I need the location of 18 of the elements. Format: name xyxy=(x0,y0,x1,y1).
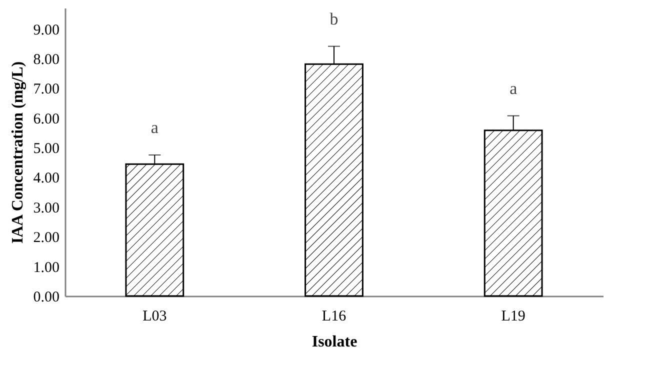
y-tick-label: 7.00 xyxy=(33,82,60,98)
y-tick-label: 8.00 xyxy=(33,52,60,68)
annotation: a xyxy=(510,78,518,98)
x-tick-label: L16 xyxy=(322,308,347,324)
annotation: b xyxy=(330,9,338,28)
y-tick-label: 9.00 xyxy=(33,22,60,38)
y-tick-label: 6.00 xyxy=(33,111,60,128)
x-axis-title: Isolate xyxy=(312,334,358,350)
y-tick-label: 1.00 xyxy=(33,260,60,276)
y-tick-label: 3.00 xyxy=(33,200,60,216)
x-tick-label: L19 xyxy=(501,308,526,324)
y-tick-label: 5.00 xyxy=(33,141,60,158)
x-tick-label: L03 xyxy=(142,308,167,324)
y-axis-title: IAA Concentration (mg/L) xyxy=(9,61,26,244)
y-tick-label: 4.00 xyxy=(33,170,60,187)
annotation: a xyxy=(150,118,159,137)
y-tick-label: 0.00 xyxy=(33,290,60,306)
y-tick-label: 2.00 xyxy=(33,230,60,246)
